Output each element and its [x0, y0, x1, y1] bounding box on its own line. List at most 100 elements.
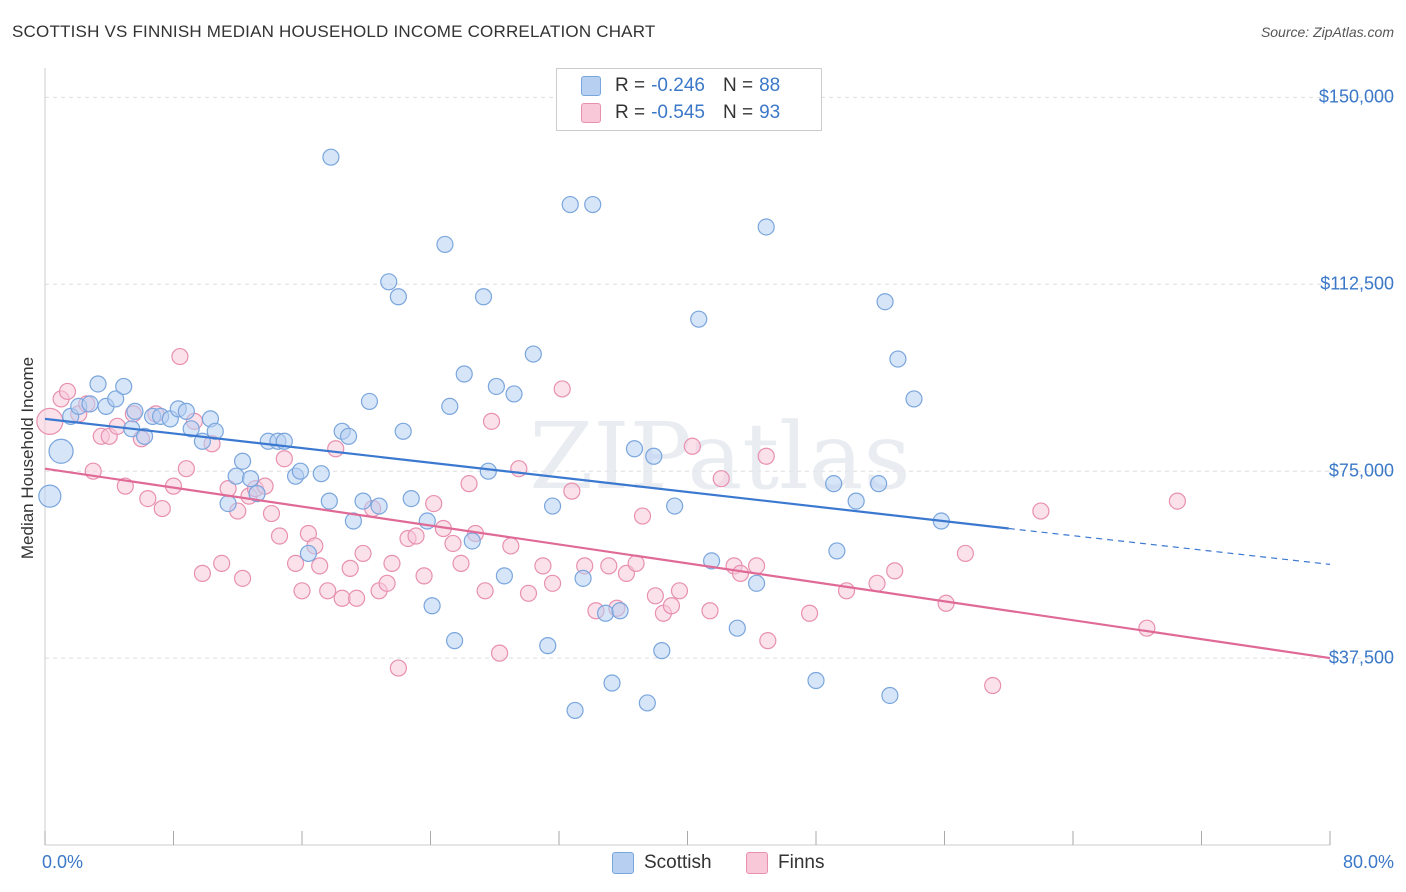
scottish-point [81, 395, 99, 413]
legend-n-label: N = [722, 75, 754, 96]
scottish-point [524, 345, 542, 363]
scottish-point [653, 642, 671, 660]
x-tick-max: 80.0% [1342, 852, 1394, 872]
scottish-point [905, 390, 923, 408]
finns-point [177, 460, 195, 478]
finns-point [444, 534, 462, 553]
scottish-point [638, 694, 656, 712]
finns-point [139, 490, 157, 508]
finns-point [354, 544, 372, 563]
axes [44, 68, 1331, 846]
scottish-point [807, 671, 825, 690]
scottish-point [881, 686, 899, 705]
finns-point [415, 567, 433, 585]
finns-point [519, 584, 538, 602]
finns-point [627, 554, 645, 572]
y-tick-label: $150,000 [1318, 86, 1394, 107]
finns-point [633, 507, 652, 525]
scottish-point [242, 470, 260, 488]
scottish-point [474, 288, 493, 306]
scottish-point [495, 567, 513, 585]
finns-point [233, 569, 252, 587]
grid-lines [45, 96, 1392, 659]
finns-point [262, 504, 281, 523]
legend-row-finns: R = -0.545 N = 93 [581, 101, 780, 125]
finns-point [476, 582, 494, 600]
scottish-trend-extension [1008, 527, 1331, 565]
scottish-point [248, 485, 266, 503]
source-label: Source: ZipAtlas.com [1260, 24, 1394, 40]
bottom-legend-scottish: Scottish [612, 852, 712, 874]
finns-point [348, 589, 366, 607]
scottish-point [757, 218, 775, 236]
legend-n-value-scottish: 88 [759, 75, 781, 96]
finns-points [36, 347, 1187, 695]
finns-point [800, 604, 819, 622]
scottish-point [354, 492, 372, 510]
bottom-legend-label-scottish: Scottish [644, 852, 712, 873]
scottish-point [322, 148, 340, 166]
y-tick-label: $75,000 [1328, 460, 1394, 481]
finns-point [58, 382, 77, 401]
finns-point [270, 527, 289, 545]
scottish-point [584, 195, 602, 214]
legend-r-value-scottish: -0.246 [651, 75, 705, 96]
scottish-point [561, 195, 579, 214]
finns-point [452, 554, 470, 572]
scottish-point [690, 310, 708, 328]
scottish-point [625, 440, 644, 458]
scottish-point [380, 273, 398, 291]
finns-point [683, 437, 701, 455]
scottish-trend-line [44, 417, 1009, 530]
finns-point [171, 347, 189, 366]
finns-point [747, 557, 766, 575]
scottish-point [177, 402, 195, 420]
finns-point [383, 554, 401, 572]
scottish-point [389, 288, 407, 306]
legend-swatch-scottish [581, 76, 601, 96]
finns-point [868, 574, 886, 592]
finns-point [293, 582, 311, 600]
scottish-point [889, 350, 907, 368]
scottish-point [611, 602, 629, 620]
finns-point [389, 659, 407, 677]
finns-point [1168, 492, 1187, 510]
finns-point [193, 564, 212, 582]
scottish-point [394, 422, 412, 440]
scottish-point [543, 497, 562, 515]
scottish-point [539, 637, 557, 655]
finns-point [425, 494, 443, 513]
finns-point [731, 564, 750, 582]
finns-point [701, 602, 719, 620]
bottom-legend-swatch-scottish [612, 852, 634, 874]
finns-trend-line [44, 467, 1331, 660]
finns-point [327, 440, 345, 458]
finns-point [646, 587, 664, 605]
bottom-legend-label-finns: Finns [778, 852, 825, 873]
finns-point [490, 644, 509, 662]
finns-point [984, 676, 1002, 695]
scottish-point [487, 377, 505, 396]
legend-r-label: R = [615, 75, 646, 96]
chart-title: SCOTTISH VS FINNISH MEDIAN HOUSEHOLD INC… [12, 22, 656, 41]
finns-point [886, 562, 904, 580]
finns-point [712, 470, 730, 488]
scottish-point [126, 402, 144, 420]
finns-point [1138, 619, 1156, 637]
finns-point [153, 499, 171, 518]
finns-point [378, 574, 396, 592]
scottish-point [828, 542, 846, 560]
scottish-point [455, 365, 473, 383]
finns-point [956, 544, 974, 563]
scottish-point [603, 674, 621, 692]
scottish-point [182, 420, 200, 438]
scottish-point [402, 490, 420, 508]
finns-point [534, 557, 552, 575]
finns-point [759, 632, 777, 650]
scottish-point [505, 385, 523, 403]
scottish-point [339, 427, 358, 445]
scottish-point [876, 293, 894, 311]
y-tick-label: $37,500 [1328, 647, 1394, 668]
finns-point [482, 412, 501, 430]
